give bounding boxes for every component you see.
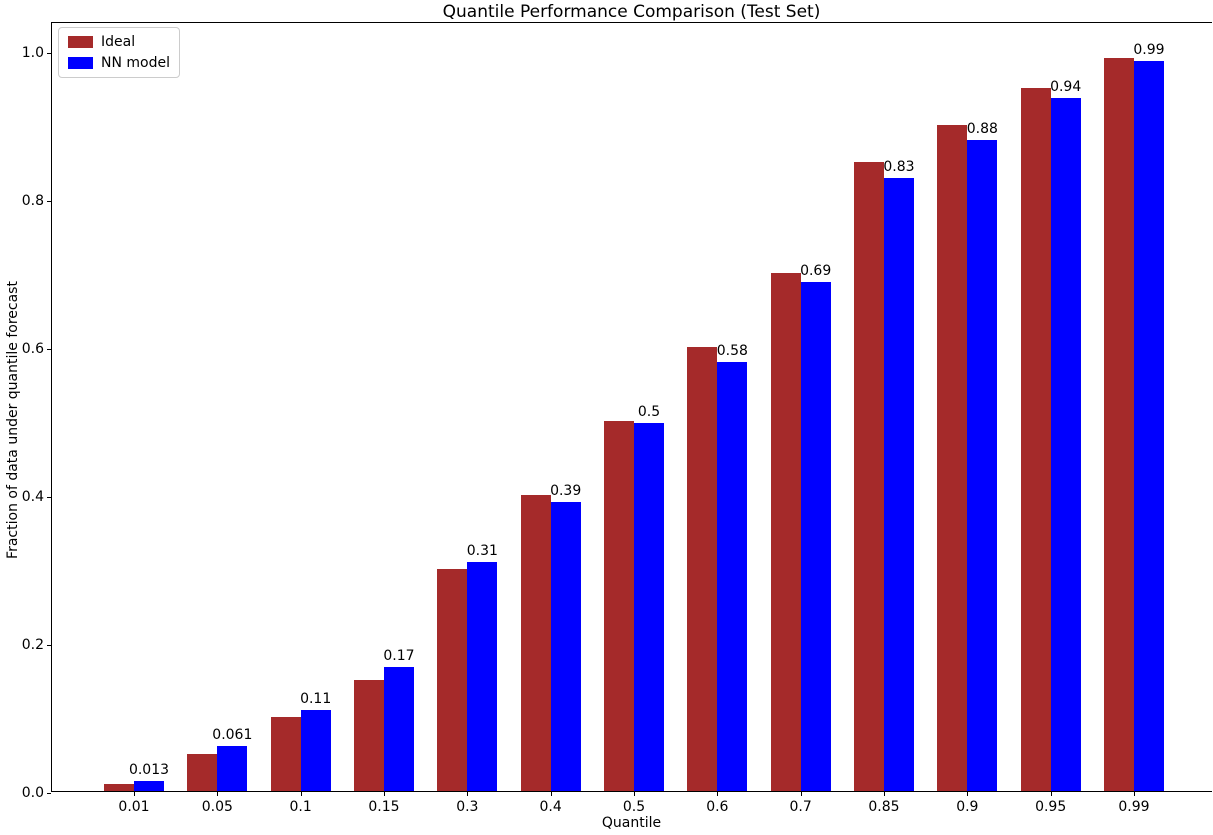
bar-nn-model — [550, 502, 581, 791]
x-tick-label: 0.15 — [368, 799, 400, 815]
x-tick — [383, 792, 385, 796]
x-tick-label: 0.99 — [1118, 799, 1150, 815]
bar-ideal — [1103, 58, 1134, 791]
x-tick-label: 0.1 — [289, 799, 312, 815]
bar-ideal — [104, 784, 134, 791]
y-tick — [47, 645, 51, 646]
bar-ideal — [1020, 88, 1051, 791]
bar-ideal — [853, 162, 884, 791]
legend-swatch-icon — [68, 57, 93, 69]
x-tick — [967, 792, 969, 796]
x-tick-label: 0.6 — [706, 799, 729, 815]
y-tick-label: 0.8 — [21, 193, 44, 209]
x-tick-label: 0.9 — [956, 799, 979, 815]
chart-title: Quantile Performance Comparison (Test Se… — [442, 2, 821, 22]
bar-value-label: 0.88 — [966, 121, 998, 137]
x-tick — [134, 792, 135, 796]
x-tick — [467, 792, 469, 796]
bar-nn-model — [967, 140, 998, 791]
bar-ideal — [437, 569, 468, 791]
bar-nn-model — [300, 710, 331, 791]
x-tick — [1050, 792, 1052, 796]
y-tick — [47, 793, 51, 794]
legend-item: NN model — [68, 55, 170, 71]
bar-value-label: 0.69 — [800, 263, 832, 279]
legend-label: Ideal — [101, 34, 136, 50]
x-tick-label: 0.95 — [1035, 799, 1067, 815]
x-tick-label: 0.05 — [201, 799, 233, 815]
bar-value-label: 0.39 — [550, 483, 582, 499]
y-tick — [47, 53, 51, 54]
y-tick-label: 0.4 — [21, 489, 44, 505]
bar-ideal — [603, 421, 634, 791]
bar-nn-model — [633, 423, 664, 791]
x-tick — [550, 792, 552, 796]
bar-nn-model — [467, 562, 498, 791]
bar-value-label: 0.11 — [300, 691, 332, 707]
y-tick-label: 0.0 — [21, 785, 44, 801]
bar-value-label: 0.83 — [883, 159, 915, 175]
bar-value-label: 0.17 — [383, 648, 415, 664]
x-tick-label: 0.5 — [622, 799, 646, 815]
bar-nn-model — [134, 781, 164, 791]
y-axis-label: Fraction of data under quantile forecast — [5, 281, 21, 559]
bar-value-label: 0.013 — [128, 762, 170, 778]
x-tick — [217, 792, 219, 796]
x-tick-label: 0.01 — [118, 799, 150, 815]
x-tick — [883, 792, 885, 796]
x-tick-label: 0.7 — [789, 799, 812, 815]
y-tick-label: 0.6 — [21, 341, 44, 357]
bar-value-label: 0.58 — [716, 343, 748, 359]
bar-ideal — [770, 273, 801, 791]
x-tick — [633, 792, 635, 796]
plot-area: Ideal NN model 0.013 0.01 0.061 0.05 0.11 0.1 0… — [22, 22, 1212, 815]
bar-nn-model — [800, 282, 831, 791]
x-axis-label: Quantile — [601, 815, 662, 831]
y-tick-label: 1.0 — [21, 45, 44, 61]
bar-nn-model — [1133, 61, 1164, 791]
bar-value-label: 0.061 — [212, 727, 253, 743]
y-tick — [47, 497, 51, 498]
x-tick — [717, 792, 719, 796]
bar-value-label: 0.31 — [466, 543, 498, 559]
x-tick — [800, 792, 802, 796]
x-tick-label: 0.3 — [456, 799, 479, 815]
bar-value-label: 0.5 — [637, 404, 661, 420]
bar-nn-model — [217, 746, 248, 791]
x-tick — [1133, 792, 1135, 796]
y-tick — [47, 349, 51, 350]
legend-label: NN model — [101, 55, 170, 71]
y-tick-label: 0.2 — [21, 637, 44, 653]
legend: Ideal NN model — [58, 27, 180, 78]
bar-ideal — [687, 347, 718, 791]
x-tick-label: 0.85 — [868, 799, 900, 815]
bar-ideal — [353, 680, 384, 791]
bar-nn-model — [717, 362, 748, 791]
bar-value-label: 0.94 — [1050, 79, 1082, 95]
x-tick-label: 0.4 — [539, 799, 562, 815]
legend-swatch-icon — [68, 36, 93, 48]
legend-item: Ideal — [68, 34, 170, 50]
x-tick — [300, 792, 302, 796]
bar-value-label: 0.99 — [1133, 42, 1165, 58]
bar-ideal — [270, 717, 301, 791]
bar-ideal — [520, 495, 551, 791]
bar-nn-model — [883, 178, 914, 791]
y-tick — [47, 201, 51, 202]
bar-nn-model — [383, 667, 414, 791]
bar-ideal — [187, 754, 218, 791]
bar-nn-model — [1050, 98, 1081, 791]
bar-ideal — [937, 125, 968, 791]
